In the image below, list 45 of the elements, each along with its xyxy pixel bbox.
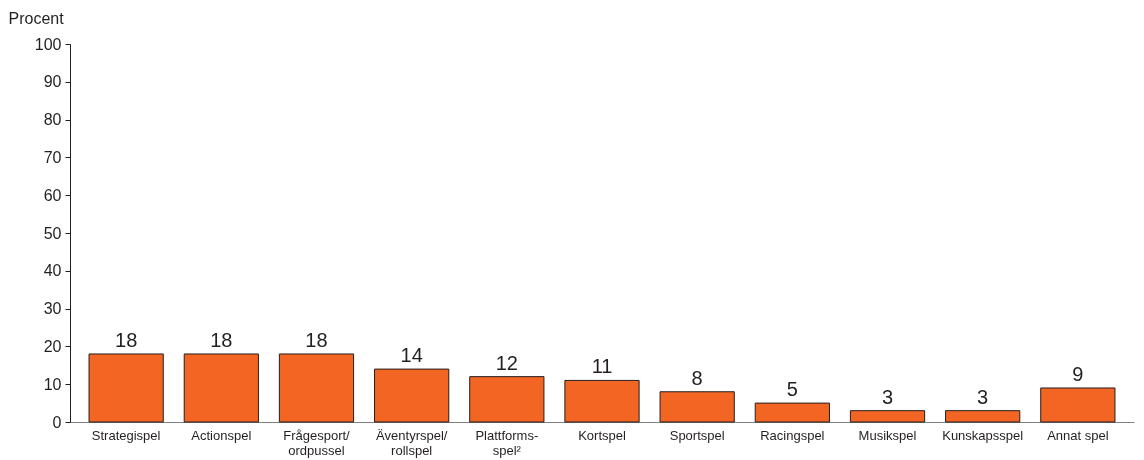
bar (849, 410, 926, 423)
bar (659, 391, 735, 423)
y-tick-label: 0 (52, 413, 62, 431)
x-tick-label: Kortspel (578, 427, 626, 443)
y-tick-label: 70 (43, 148, 62, 166)
bar (754, 402, 830, 423)
bar (945, 410, 1021, 423)
data-label: 3 (977, 385, 989, 408)
x-tick-label: Racingspel (760, 427, 825, 443)
data-label: 14 (400, 344, 423, 367)
y-tick-label: 100 (34, 35, 62, 53)
bar (374, 368, 450, 423)
bar (183, 353, 259, 423)
bar (278, 353, 355, 423)
x-tick-label: Annat spel (1047, 427, 1109, 443)
data-label: 18 (115, 328, 138, 351)
data-label: 8 (691, 366, 703, 389)
x-tick-label: Kunskapsspel (942, 427, 1024, 443)
data-label: 9 (1072, 362, 1084, 385)
data-label: 11 (591, 355, 613, 378)
y-tick-label: 40 (43, 262, 62, 280)
x-tick-label: Frågesport/ ordpussel (283, 427, 351, 458)
data-label: 5 (786, 378, 798, 401)
y-tick-label: 50 (43, 224, 62, 242)
bar (1040, 387, 1116, 423)
y-tick-label: 60 (43, 186, 62, 204)
data-label: 18 (210, 328, 233, 351)
bar (564, 379, 640, 423)
y-axis-title: Procent (8, 9, 65, 27)
x-tick-label: Strategispel (91, 427, 161, 443)
y-tick-label: 20 (43, 337, 62, 355)
bar (88, 353, 164, 423)
y-tick-label: 90 (43, 73, 62, 91)
y-tick-label: 10 (43, 375, 62, 393)
bar (469, 376, 545, 423)
x-tick-label: Musikspel (858, 427, 917, 443)
x-tick-label: Actionspel (191, 427, 252, 443)
y-tick-label: 30 (43, 300, 62, 318)
data-label: 12 (495, 351, 518, 374)
x-tick-label: Äventyrspel/ rollspel (375, 427, 448, 458)
data-label: 18 (305, 328, 328, 351)
data-label: 3 (881, 385, 894, 408)
y-tick-label: 80 (43, 111, 62, 129)
x-tick-label: Sportspel (669, 427, 725, 443)
x-tick-label: Plattforms- spel² (475, 427, 539, 458)
